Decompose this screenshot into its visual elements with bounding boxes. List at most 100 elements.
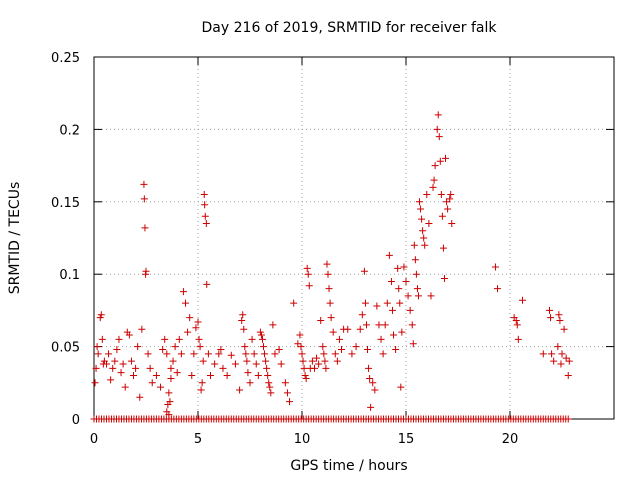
data-point xyxy=(388,306,396,314)
data-point xyxy=(547,314,555,322)
data-point xyxy=(564,372,572,380)
data-points xyxy=(90,111,573,423)
data-point xyxy=(364,345,372,353)
data-point xyxy=(254,372,262,380)
data-point xyxy=(298,350,306,358)
x-tick-label: 10 xyxy=(294,432,311,447)
data-point xyxy=(159,345,167,353)
data-point xyxy=(130,372,138,380)
data-point xyxy=(134,343,142,351)
x-tick-labels: 0 5 10 15 20 xyxy=(90,432,518,447)
data-point xyxy=(206,372,214,380)
data-point xyxy=(202,220,210,228)
data-point xyxy=(166,398,174,406)
data-point xyxy=(252,360,260,368)
data-point xyxy=(260,343,268,351)
data-point xyxy=(290,299,298,307)
data-point xyxy=(265,379,273,387)
data-point xyxy=(105,350,113,358)
data-point xyxy=(321,357,329,365)
data-point xyxy=(231,360,239,368)
data-point xyxy=(423,191,431,199)
data-point xyxy=(366,374,374,382)
data-point xyxy=(165,411,173,419)
data-point xyxy=(203,280,211,288)
data-point xyxy=(331,350,339,358)
data-point xyxy=(117,369,125,377)
data-point xyxy=(195,335,203,343)
data-point xyxy=(258,335,266,343)
data-point xyxy=(267,389,275,397)
data-point xyxy=(430,176,438,184)
data-point xyxy=(132,364,140,372)
data-point xyxy=(308,357,316,365)
data-point xyxy=(192,324,200,332)
data-point xyxy=(313,354,321,362)
data-point xyxy=(427,292,435,300)
data-point xyxy=(429,183,437,191)
data-point xyxy=(414,292,422,300)
data-point xyxy=(446,195,454,203)
data-point xyxy=(148,379,156,387)
chart-title: Day 216 of 2019, SRMTID for receiver fal… xyxy=(202,20,498,36)
data-point xyxy=(546,306,554,314)
data-point xyxy=(408,321,416,329)
x-tick-label: 20 xyxy=(502,432,519,447)
data-point xyxy=(396,299,404,307)
data-point xyxy=(140,180,148,188)
data-point xyxy=(165,389,173,397)
data-point xyxy=(169,357,177,365)
data-point xyxy=(236,386,244,394)
data-point xyxy=(512,317,520,325)
data-point xyxy=(91,379,99,387)
data-point xyxy=(319,343,327,351)
baseline-point xyxy=(564,415,572,423)
data-point xyxy=(215,350,223,358)
data-point xyxy=(438,212,446,220)
data-point xyxy=(175,335,183,343)
data-point xyxy=(93,343,101,351)
data-point xyxy=(419,227,427,235)
data-point xyxy=(138,325,146,333)
data-point xyxy=(513,321,521,329)
data-point xyxy=(335,335,343,343)
data-point xyxy=(201,201,209,209)
data-point xyxy=(539,350,547,358)
data-point xyxy=(244,369,252,377)
data-point xyxy=(239,311,247,319)
data-point xyxy=(269,321,277,329)
x-tick-label: 5 xyxy=(194,432,202,447)
data-point xyxy=(558,350,566,358)
data-point xyxy=(409,340,417,348)
data-point xyxy=(142,267,150,275)
data-point xyxy=(554,343,562,351)
data-point xyxy=(392,345,400,353)
data-point xyxy=(250,350,258,358)
data-point xyxy=(188,372,196,380)
data-point xyxy=(420,234,428,242)
data-point xyxy=(323,260,331,268)
data-point xyxy=(317,317,325,325)
data-point xyxy=(494,285,502,293)
data-point xyxy=(163,350,171,358)
data-point xyxy=(395,285,403,293)
data-point xyxy=(261,350,269,358)
plot-frame xyxy=(93,56,615,420)
data-point xyxy=(416,198,424,206)
data-point xyxy=(418,215,426,223)
data-point xyxy=(246,379,254,387)
data-point xyxy=(448,220,456,228)
data-point xyxy=(92,364,100,372)
data-point xyxy=(243,357,251,365)
data-point xyxy=(102,360,110,368)
data-point xyxy=(444,205,452,213)
data-point xyxy=(98,335,106,343)
data-point xyxy=(146,364,154,372)
data-point xyxy=(491,263,499,271)
data-point xyxy=(125,331,133,339)
data-point xyxy=(413,285,421,293)
data-point xyxy=(421,241,429,249)
data-point xyxy=(121,383,129,391)
data-point xyxy=(109,364,117,372)
data-point xyxy=(271,350,279,358)
